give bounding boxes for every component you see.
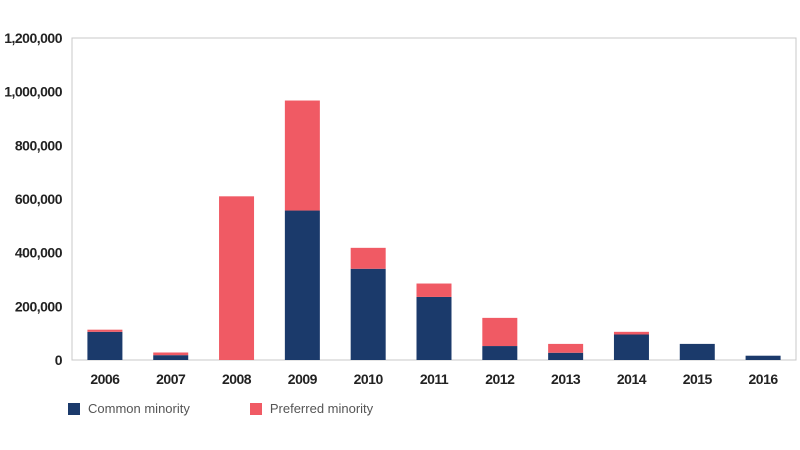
bar-preferred-2006 — [87, 329, 123, 332]
bar-preferred-2008 — [219, 196, 255, 360]
bar-preferred-2010 — [350, 247, 386, 269]
bar-preferred-2014 — [613, 331, 649, 335]
y-tick-label: 400,000 — [15, 245, 63, 261]
x-tick-label: 2016 — [749, 371, 779, 387]
x-axis-ticks: 2006 2007 2008 2009 2010 2011 2012 2013 2014 2015… — [90, 371, 779, 387]
x-tick-label: 2011 — [420, 371, 449, 387]
bar-common-2011 — [416, 296, 452, 360]
bar-common-2012 — [482, 346, 518, 360]
bars — [87, 100, 781, 360]
y-tick-label: 0 — [55, 352, 63, 368]
x-tick-label: 2006 — [90, 371, 120, 387]
x-tick-label: 2010 — [354, 371, 384, 387]
legend-label-preferred-minority: Preferred minority — [269, 401, 374, 416]
legend-item-common-minority: Common minority — [68, 401, 190, 416]
x-tick-label: 2013 — [551, 371, 581, 387]
bar-common-2013 — [548, 352, 584, 360]
y-tick-label: 1,000,000 — [4, 84, 62, 100]
bar-preferred-2009 — [284, 100, 320, 211]
x-tick-label: 2012 — [485, 371, 515, 387]
legend-swatch-preferred-minority — [249, 402, 262, 415]
legend: Common minority Preferred minority — [68, 401, 433, 416]
x-tick-label: 2009 — [288, 371, 318, 387]
bar-common-2015 — [679, 343, 715, 360]
y-axis-ticks: 0 200,000 400,000 600,000 800,000 1,000,000 1,… — [4, 30, 63, 368]
x-tick-label: 2014 — [617, 371, 647, 387]
legend-label-common-minority: Common minority — [88, 401, 190, 416]
bar-common-2010 — [350, 268, 386, 360]
bar-common-2009 — [284, 210, 320, 360]
y-tick-label: 800,000 — [15, 137, 63, 153]
bar-common-2016 — [745, 355, 781, 360]
bar-preferred-2011 — [416, 283, 452, 297]
bar-preferred-2007 — [153, 352, 189, 356]
y-tick-label: 200,000 — [15, 298, 63, 314]
bar-preferred-2013 — [548, 343, 584, 353]
bar-common-2006 — [87, 331, 123, 360]
legend-item-preferred-minority: Preferred minority — [249, 401, 374, 416]
bar-common-2007 — [153, 355, 189, 360]
bar-preferred-2012 — [482, 317, 518, 347]
y-tick-label: 600,000 — [15, 191, 63, 207]
legend-swatch-common-minority — [68, 402, 80, 415]
y-tick-label: 1,200,000 — [4, 30, 62, 46]
bar-common-2014 — [613, 334, 649, 360]
x-tick-label: 2015 — [683, 371, 713, 387]
x-tick-label: 2008 — [222, 371, 252, 387]
x-tick-label: 2007 — [156, 371, 186, 387]
